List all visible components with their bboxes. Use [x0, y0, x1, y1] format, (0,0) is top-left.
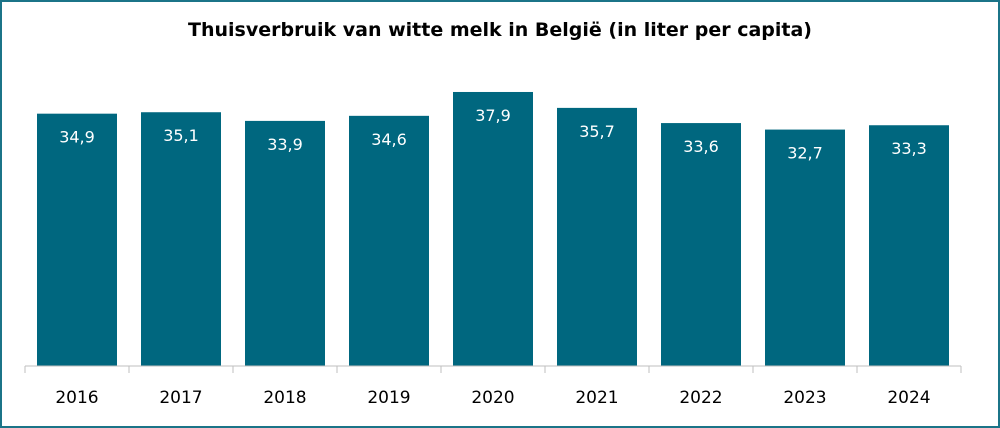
x-tick-label: 2023 [783, 388, 826, 408]
x-tick-label: 2018 [263, 388, 306, 408]
bar-2016 [37, 113, 117, 366]
data-label: 35,1 [163, 126, 199, 145]
x-tick-label: 2024 [887, 388, 930, 408]
x-tick-label: 2022 [679, 388, 722, 408]
bar-2020 [453, 91, 533, 366]
bar-2022 [661, 123, 741, 367]
x-tick-label: 2016 [55, 388, 98, 408]
data-label: 33,6 [683, 137, 719, 156]
x-tick-label: 2019 [367, 388, 410, 408]
x-tick-label: 2021 [575, 388, 618, 408]
bar-2024 [869, 125, 949, 366]
data-label: 32,7 [787, 144, 823, 163]
chart-title: Thuisverbruik van witte melk in België (… [188, 19, 812, 41]
data-label: 33,3 [891, 139, 927, 158]
bar-2019 [349, 115, 429, 366]
bar-2017 [141, 112, 221, 367]
x-tick-label: 2020 [471, 388, 514, 408]
data-label: 34,6 [371, 130, 407, 149]
bar-2023 [765, 129, 845, 366]
data-label: 33,9 [267, 135, 303, 154]
bar-2021 [557, 107, 637, 366]
bar-2018 [245, 120, 325, 366]
x-tick-label: 2017 [159, 388, 202, 408]
data-label: 35,7 [579, 122, 615, 141]
data-label: 34,9 [59, 128, 95, 147]
data-label: 37,9 [475, 106, 511, 125]
